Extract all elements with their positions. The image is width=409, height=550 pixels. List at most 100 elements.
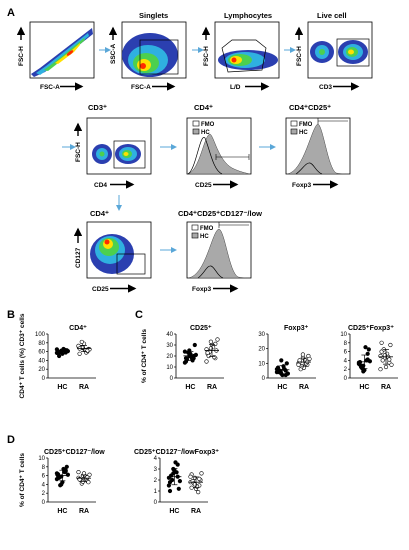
panel-label-d: D [7,434,15,446]
data-point-ra [380,358,385,363]
category-label-ra: RA [207,384,217,391]
legend-hc: HC [200,234,209,240]
dot-plot-2: Foxp3⁺ 0 10 20 30 HC RA [258,325,316,391]
p3-title: Lymphocytes [224,11,272,20]
data-point-ra [296,362,301,367]
p9-title: CD4⁺CD25⁺CD127⁻/low [178,209,262,218]
y-tick-label: 0 [170,376,174,382]
flow-panel-singlets: Singlets FSC-A SSC-A [108,11,187,91]
y-tick-label: 80 [38,341,45,347]
y-tick-label: 0 [154,500,158,506]
p5-title: CD3⁺ [88,103,107,112]
data-point-ra [212,355,217,360]
y-tick-label: 8 [42,465,46,471]
data-point-ra [76,469,81,475]
y-tick-label: 100 [35,332,46,338]
data-point-ra [199,471,204,476]
data-point-hc [170,477,175,483]
y-tick-label: 10 [340,332,347,338]
data-point-ra [86,480,91,485]
y-tick-label: 2 [344,367,348,373]
category-label-hc: HC [185,384,195,391]
data-point-hc [192,342,197,348]
dot-plot-title: CD25⁺CD127⁻/lowFoxp3⁺ [134,449,219,456]
y-tick-label: 20 [166,354,173,360]
data-point-ra [378,353,383,359]
flow-panel-fsc: FSC-A FSC-H [16,21,95,91]
p4-xlabel: CD3 [319,84,332,91]
p3-ylabel: FSC-H [203,46,210,66]
data-point-hc [174,470,179,475]
data-point-ra [213,341,218,347]
y-tick-label: 4 [154,456,158,462]
category-label-hc: HC [57,384,67,391]
y-tick-label: 40 [166,332,173,338]
data-point-ra [189,485,194,490]
data-point-ra [77,351,82,356]
flow-panel-cd127low-hist: CD4⁺CD25⁺CD127⁻/low FMO HC Foxp3 [178,209,262,293]
y-tick-label: 10 [258,361,265,367]
flow-panel-cd4-hist: CD4⁺ FMO HC CD25 [186,103,252,189]
data-point-ra [85,475,90,480]
y-tick-label: 0 [262,376,266,382]
flow-panel-cd3: CD3⁺ CD4 FSC-H [73,103,152,189]
category-label-hc: HC [169,508,179,515]
data-point-hc [167,488,173,494]
category-label-ra: RA [299,384,309,391]
p4-title: Live cell [317,11,347,20]
p1-ylabel: FSC-H [18,46,25,66]
p1-xlabel: FSC-A [40,84,60,91]
data-point-hc [361,369,366,374]
data-point-ra [87,472,92,477]
data-point-hc [279,358,284,363]
dot-plot-3: CD25⁺Foxp3⁺ 0 2 4 6 8 10 HC RA [340,325,398,391]
p6-title: CD4⁺ [194,103,213,112]
data-point-hc [176,486,181,491]
p5-ylabel: FSC-H [75,142,82,162]
y-tick-label: 40 [38,358,45,364]
data-point-ra [204,359,209,364]
y-tick-label: 0 [42,500,46,506]
p7-xlabel: Foxp3 [292,182,312,189]
dot-plot-title: CD25⁺ [190,325,212,332]
legend-fmo: FMO [299,122,313,128]
dot-plot-5: CD25⁺CD127⁻/lowFoxp3⁺ 0 1 2 3 4 HC RA [134,449,219,515]
p9-xlabel: Foxp3 [192,286,212,293]
data-point-ra [188,474,193,479]
p8-ylabel: CD127 [75,247,82,268]
data-point-ra [378,367,383,372]
data-point-hc [166,483,171,488]
y-tick-label: 20 [38,367,45,373]
data-point-hc [282,367,287,372]
data-point-ra [85,348,90,353]
y-tick-label: 2 [42,491,46,497]
category-label-ra: RA [381,384,391,391]
legend-swatch-hc [290,128,298,135]
category-label-hc: HC [277,384,287,391]
y-tick-label: 1 [154,489,158,495]
data-point-ra [196,490,201,495]
data-point-hc [177,479,182,484]
data-point-ra [389,362,394,367]
data-point-ra [77,477,82,482]
legend-swatch-hc [192,128,200,135]
data-point-ra [383,364,389,370]
y-tick-label: 10 [38,456,45,462]
flow-panel-cd4cd25-hist: CD4⁺CD25⁺ FMO HC Foxp3 [285,103,351,189]
dot-plot-1: CD25⁺ 0 10 20 30 40 % of CD4⁺ T cells HC RA [141,325,224,391]
y-axis-label: CD4⁺ T cells (%) CD3⁺ cells [19,313,26,398]
y-tick-label: 0 [344,376,348,382]
data-point-hc [182,360,187,365]
data-point-hc [274,370,280,375]
data-point-hc [275,365,281,370]
y-tick-label: 2 [154,478,158,484]
dot-plot-title: Foxp3⁺ [284,325,309,332]
y-axis-label: % of CD4⁺ T cells [19,453,26,507]
flow-panel-lymphocytes: Lymphocytes L/D FSC-H [201,11,280,91]
data-point-ra [297,358,302,363]
legend-hc: HC [201,130,210,136]
data-point-hc [284,361,289,366]
y-tick-label: 6 [42,474,46,480]
